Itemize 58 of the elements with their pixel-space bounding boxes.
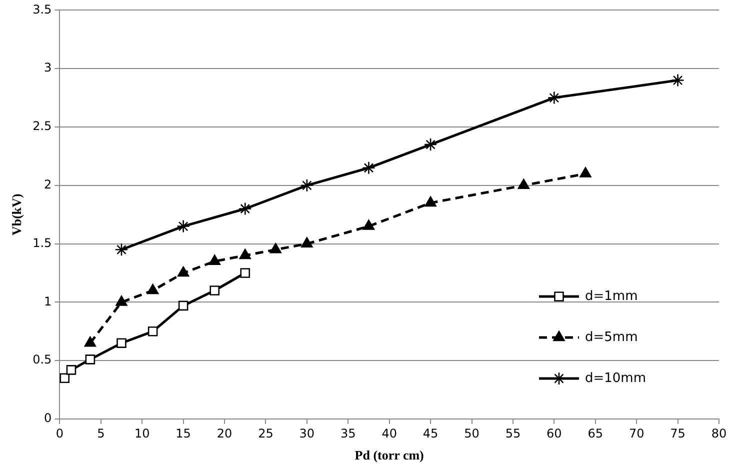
point [239, 248, 251, 260]
y-tick-label: 0.5 [32, 352, 52, 367]
legend-label: d=1mm [585, 288, 638, 304]
x-tick-label: 80 [711, 426, 727, 440]
x-tick-label: 75 [670, 426, 686, 440]
x-tick-label: 55 [505, 426, 521, 440]
point [66, 365, 76, 375]
x-tick-label: 65 [588, 426, 604, 440]
point [301, 237, 313, 248]
point [208, 254, 220, 265]
point [84, 336, 96, 347]
y-tick-label: 1.5 [32, 236, 52, 250]
y-tick-label: 2 [44, 178, 52, 192]
point [148, 326, 158, 336]
point [116, 338, 126, 348]
x-tick-label: 15 [176, 426, 191, 440]
y-tick-label: 0 [44, 411, 52, 426]
point [300, 178, 314, 192]
x-tick-label: 35 [340, 426, 356, 440]
x-tick-label: 70 [628, 426, 644, 440]
x-tick-label: 25 [258, 426, 274, 440]
x-tick-label: 0 [56, 426, 64, 440]
point [116, 296, 128, 306]
x-tick-label: 40 [382, 426, 397, 440]
y-axis-title: Vb(kV) [9, 194, 24, 236]
legend-label: d=10mm [585, 370, 646, 386]
x-tick-label: 60 [546, 426, 562, 440]
point [270, 242, 282, 254]
point [85, 354, 96, 364]
point [671, 74, 684, 87]
point [548, 91, 561, 104]
point [177, 266, 190, 277]
point [518, 178, 530, 190]
point [424, 138, 438, 152]
x-tick-label: 50 [464, 426, 480, 440]
point [176, 220, 190, 233]
point [210, 286, 220, 296]
point [362, 220, 375, 230]
x-tick-label: 10 [134, 426, 150, 440]
point [178, 300, 188, 311]
y-tick-label: 1 [44, 294, 52, 308]
x-axis-title: Pd (torr cm) [354, 448, 424, 463]
point [238, 202, 252, 216]
x-tick-label: 20 [216, 426, 232, 440]
point [240, 268, 250, 278]
x-tick-label: 45 [422, 426, 438, 440]
y-tick-label: 3.5 [32, 2, 52, 16]
point [114, 242, 128, 256]
legend-label: d=5mm [585, 330, 638, 345]
x-tick-label: 30 [299, 426, 315, 440]
y-tick-label: 3 [44, 60, 52, 75]
point [362, 161, 376, 175]
x-tick-label: 5 [97, 426, 105, 440]
point [424, 196, 436, 207]
point [146, 284, 159, 294]
y-tick-label: 2.5 [32, 119, 52, 134]
point [580, 167, 592, 178]
point [60, 373, 70, 384]
